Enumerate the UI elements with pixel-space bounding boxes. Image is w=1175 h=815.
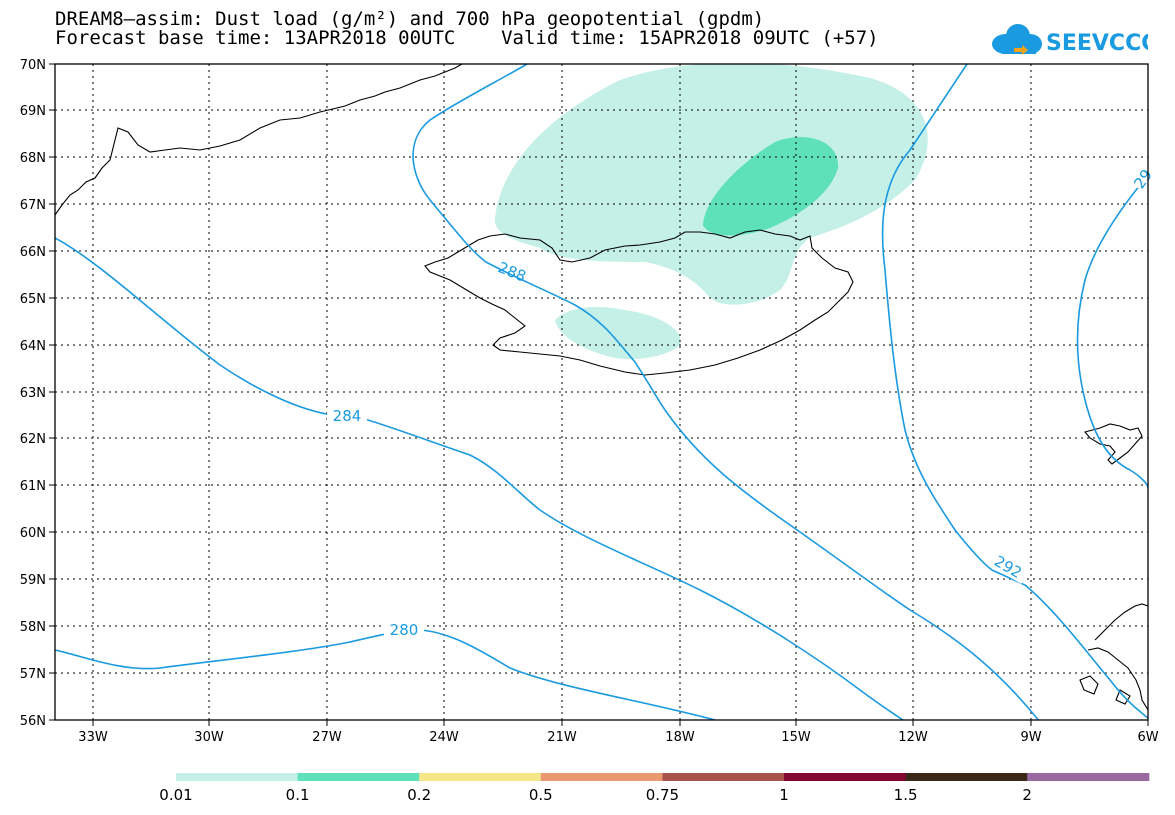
contour-284 [55,237,905,720]
legend-swatch [784,773,907,781]
lon-label: 9W [1020,730,1041,745]
iceland-coast [424,229,854,376]
legend-label: 0.2 [407,786,431,804]
dust-area-low [494,64,928,305]
contour-label-288: 288 [495,258,528,285]
legend-label: 2 [1022,786,1032,804]
coastlines [55,64,1148,711]
lon-label: 12W [898,730,928,745]
legend-swatch [540,773,663,781]
contour-288 [412,64,1040,720]
lon-label: 27W [312,730,342,745]
dust-area-low-south [555,307,681,360]
color-legend: 0.01 0.1 0.2 0.5 0.75 1 1.5 2 [159,773,1150,804]
lat-label: 70N [20,58,46,73]
contour-label-296: 29 [1130,166,1156,192]
seevccc-logo: SEEVCCC [992,24,1148,56]
lon-label: 30W [194,730,224,745]
lat-label: 59N [20,573,46,588]
legend-label: 1 [779,786,789,804]
dust-area-mid [703,137,839,236]
legend-swatch [662,773,785,781]
contour-292 [881,64,1148,719]
longitude-axis: 33W 30W 27W 24W 21W 18W 15W 12W 9W 6W [78,720,1159,745]
legend-swatch [419,773,542,781]
lat-label: 67N [20,198,46,213]
legend-label: 0.75 [646,786,679,804]
lat-label: 66N [20,245,46,260]
lat-label: 65N [20,292,46,307]
lat-label: 64N [20,339,46,354]
lat-label: 69N [20,104,46,119]
lat-label: 63N [20,386,46,401]
legend-swatch [905,773,1028,781]
lat-label: 61N [20,479,46,494]
map-title: DREAM8–assim: Dust load (g/m²) and 700 h… [55,8,765,30]
greenland-coast [55,64,463,216]
logo-text: SEEVCCC [1046,31,1148,56]
latitude-axis: 70N 69N 68N 67N 66N 65N 64N 63N 62N 61N … [20,58,55,729]
lat-label: 57N [20,667,46,682]
legend-swatch [1027,773,1150,781]
map-grid [55,64,1148,720]
legend-swatch [176,773,299,781]
lon-label: 21W [547,730,577,745]
faroe-islands [1084,423,1143,465]
legend-swatches [176,773,1150,781]
legend-label: 0.01 [159,786,192,804]
cloud-icon [992,24,1042,55]
lat-label: 56N [20,714,46,729]
legend-label: 1.5 [894,786,918,804]
legend-label: 0.1 [286,786,310,804]
contour-296 [1076,184,1148,489]
lon-label: 18W [665,730,695,745]
lat-label: 68N [20,151,46,166]
scotland-coast [1079,603,1148,711]
contour-label-280: 280 [390,621,419,639]
lon-label: 24W [429,730,459,745]
legend-label: 0.5 [529,786,553,804]
lon-label: 15W [781,730,811,745]
lat-label: 62N [20,432,46,447]
lat-label: 58N [20,620,46,635]
legend-labels: 0.01 0.1 0.2 0.5 0.75 1 1.5 2 [159,786,1032,804]
contour-280 [55,629,716,720]
lat-label: 60N [20,526,46,541]
contour-label-284: 284 [333,407,362,425]
lon-label: 33W [78,730,108,745]
lon-label: 6W [1137,730,1158,745]
geopotential-contours [55,64,1148,720]
map-subtitle: Forecast base time: 13APR2018 00UTC Vali… [55,27,879,49]
legend-swatch [297,773,420,781]
